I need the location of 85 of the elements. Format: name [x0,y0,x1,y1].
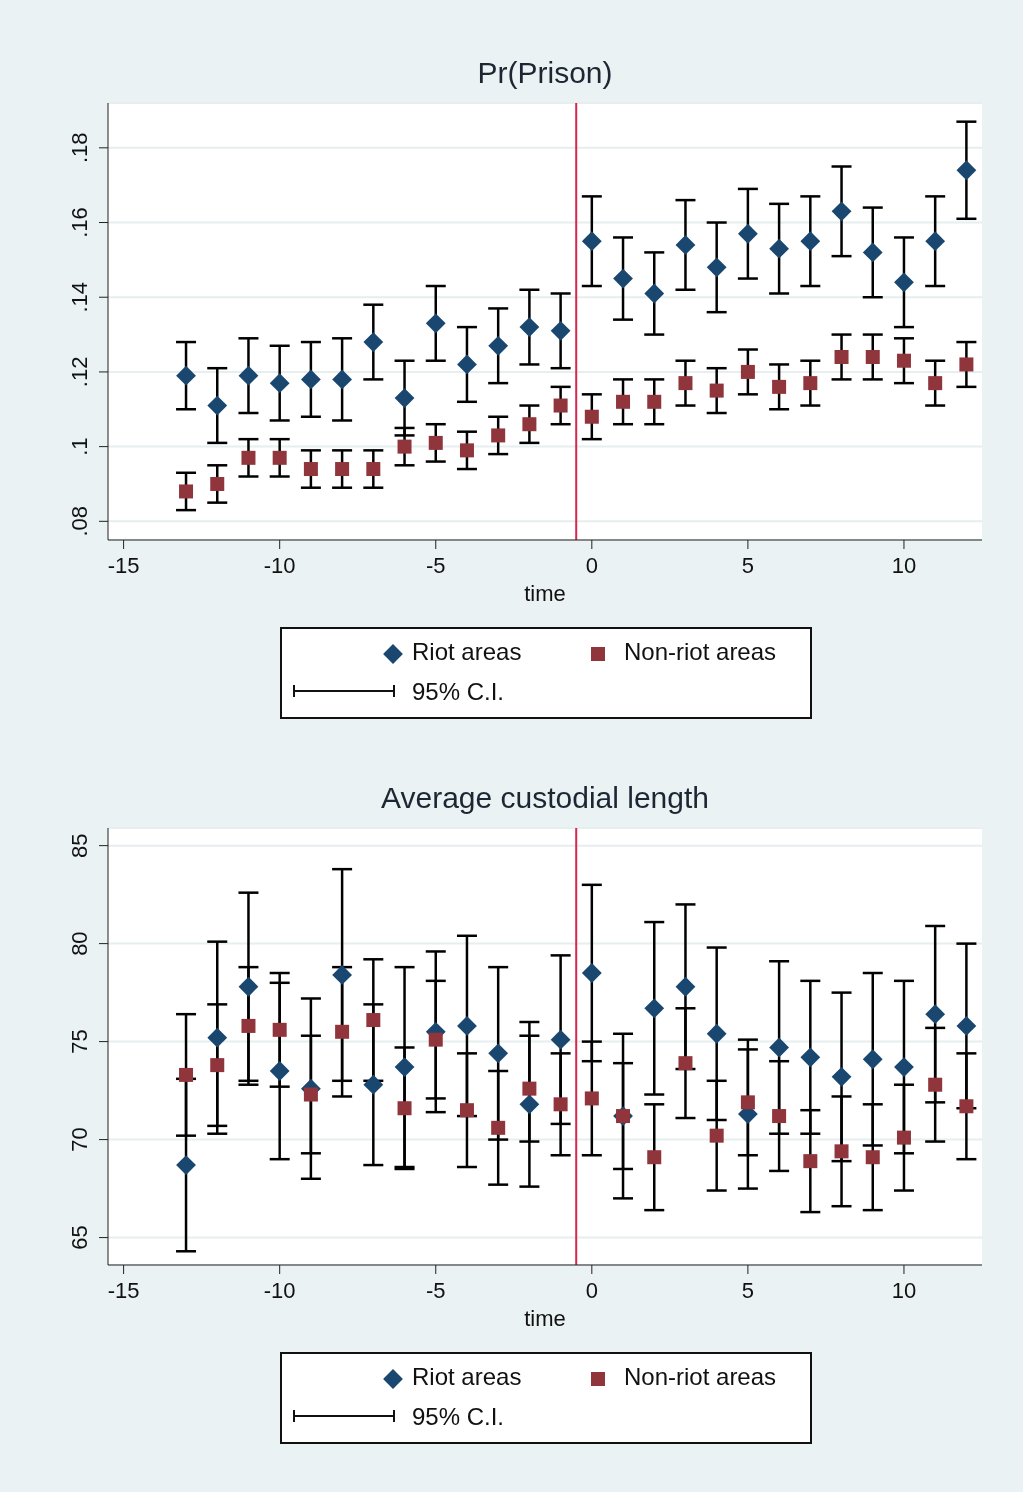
point [210,476,225,491]
point [740,364,755,379]
point [959,357,974,372]
point [647,1150,662,1165]
x-tick-label: -10 [263,552,296,578]
y-tick-label: .18 [67,132,92,164]
x-tick-label: 10 [891,1277,917,1303]
point [709,1128,724,1143]
chart-title: Average custodial length [380,781,710,815]
x-tick-label: 0 [585,552,598,578]
x-tick-label: -5 [425,1277,446,1303]
point [522,1081,537,1096]
x-tick-label: 5 [741,552,755,578]
point [678,1056,693,1071]
y-tick-label: .14 [67,281,92,313]
point [179,1067,194,1082]
point [772,379,787,394]
y-tick-label: .08 [67,506,92,537]
y-tick-label: .1 [67,437,92,456]
x-tick-label: -15 [107,552,140,578]
point [896,353,911,368]
x-tick-label: -10 [263,1277,296,1303]
point [491,428,506,443]
text: 95% C.I. [412,678,505,706]
point [772,1109,787,1124]
point [241,1018,256,1033]
y-tick-label: 65 [67,1225,92,1250]
point [834,1144,849,1159]
point [272,1022,287,1037]
point [803,1154,818,1169]
point [459,443,474,458]
y-tick-label: 85 [67,833,92,858]
y-tick-label: 75 [67,1029,92,1054]
point [303,462,318,477]
x-tick-label: 0 [585,1277,598,1303]
legend-label: Riot areas [412,638,522,666]
y-tick-label: 80 [67,931,92,956]
point [397,439,412,454]
point [896,1130,911,1145]
text: 95% C.I. [412,1403,505,1431]
y-tick-label: .12 [67,356,92,388]
point [522,417,537,432]
y-tick-label: 70 [67,1127,92,1152]
point [397,1101,412,1116]
legend-label: Non-riot areas [624,638,777,666]
legend-label: Riot areas [412,1363,522,1391]
point [803,376,818,391]
y-tick-label: .16 [67,207,92,238]
point [709,383,724,398]
point [459,1103,474,1118]
point [366,462,381,477]
point [491,1120,506,1135]
point [959,1099,974,1114]
chart-title: Pr(Prison) [476,56,614,90]
point [303,1087,318,1102]
x-tick-label: -15 [107,1277,140,1303]
point [834,349,849,364]
point [928,376,943,391]
point [647,394,662,409]
point [335,462,350,477]
point [241,450,256,465]
point [584,409,599,424]
x-tick-label: 5 [741,1277,755,1303]
point [865,349,880,364]
x-tick-label: 10 [891,552,917,578]
point [179,484,194,499]
point [366,1013,381,1028]
point [428,435,443,450]
point [678,376,693,391]
x-axis-title: time [524,581,566,606]
point [210,1058,225,1073]
point [428,1032,443,1047]
x-tick-label: -5 [425,552,446,578]
point [584,1091,599,1106]
x-axis-title: time [524,1306,566,1331]
point [865,1150,880,1165]
legend-label: Non-riot areas [624,1363,777,1391]
point [553,1097,568,1112]
point [616,394,631,409]
point [335,1024,350,1039]
point [553,398,568,413]
point [332,965,353,985]
point [928,1077,943,1092]
point [740,1095,755,1110]
point [272,450,287,465]
